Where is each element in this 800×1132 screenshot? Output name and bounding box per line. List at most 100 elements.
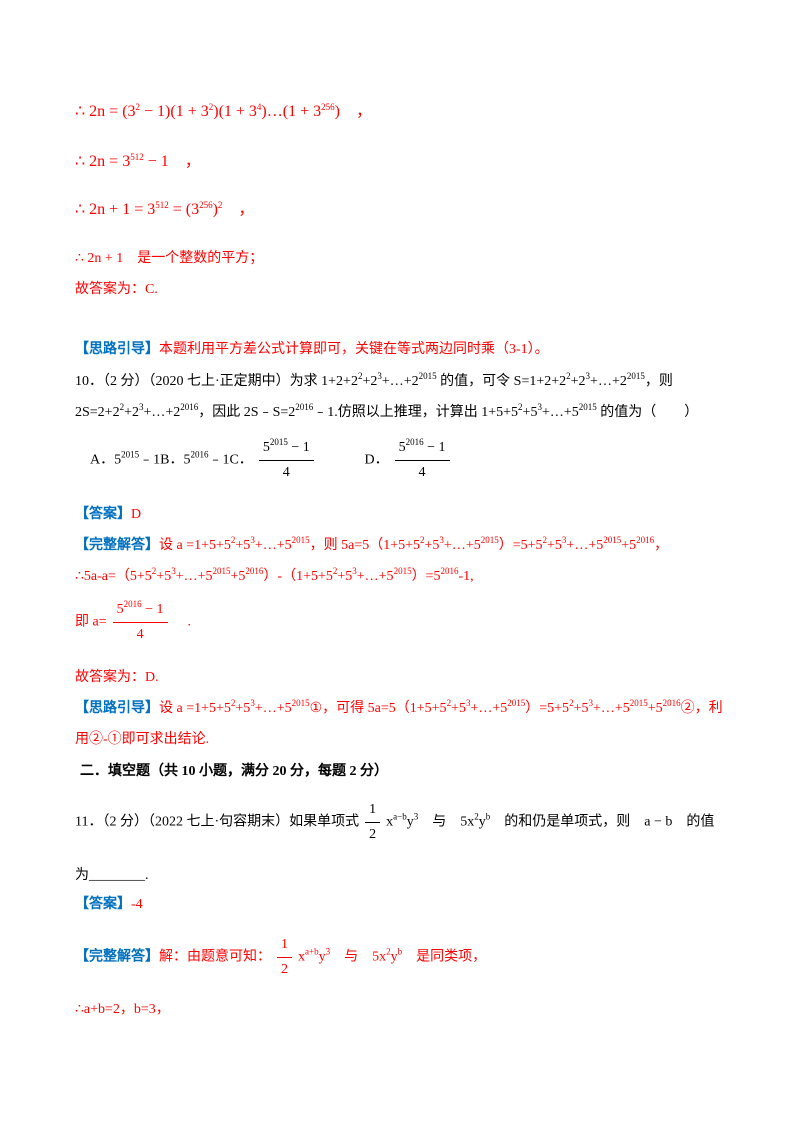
text: 设 a =1+5+5	[159, 701, 231, 716]
superscript: 2015	[603, 535, 622, 545]
superscript: 2016	[405, 437, 424, 447]
fraction: 52015 − 1 4	[258, 437, 314, 483]
text: x	[298, 949, 305, 965]
text: +…+5	[470, 701, 508, 716]
label: 【思路引导】	[75, 701, 159, 716]
proof-line: ∴ 2n + 1 = 3512 = (3256)2 ，	[75, 200, 740, 220]
text: +…+2	[381, 374, 419, 389]
superscript: 512	[130, 152, 144, 162]
text: 1	[369, 802, 377, 817]
superscript: 2	[420, 535, 425, 545]
denominator: 2	[369, 827, 377, 842]
text: ﹣1	[139, 452, 161, 468]
text: ，则 5a=5（1+5+5	[309, 538, 421, 553]
numerator: 52016 − 1	[394, 437, 450, 461]
text: +5	[424, 538, 440, 553]
text: +…+5	[592, 701, 630, 716]
text: 设 a =1+5+5	[159, 538, 231, 553]
denominator: 4	[282, 465, 290, 480]
superscript: b	[397, 946, 403, 957]
superscript: 2016	[440, 566, 459, 576]
numerator: 52015 − 1	[258, 437, 314, 461]
superscript: 2015	[626, 371, 645, 381]
option: C． 52015 − 1 4	[229, 438, 364, 483]
text: )…(1 + 3	[261, 103, 322, 120]
superscript: 2	[569, 698, 574, 708]
superscript: 2015	[629, 698, 648, 708]
superscript: 3	[537, 402, 542, 412]
text: 故答案为：C.	[75, 282, 158, 297]
text: )	[334, 103, 340, 120]
text: +2	[570, 374, 586, 389]
text: 本题利用平方差公式计算即可，关键在等式两边同时乘（3-1）。	[159, 342, 549, 357]
superscript: 2015	[291, 698, 310, 708]
text: +5	[647, 701, 663, 716]
text: ，	[168, 153, 201, 170]
answer-line: 【答案】D	[75, 505, 740, 525]
text: ﹣1	[208, 452, 230, 468]
text: 1	[281, 937, 288, 952]
superscript: 2015	[480, 535, 499, 545]
superscript: a−b	[393, 811, 407, 822]
hint-line: 用②-①即可求出结论.	[75, 730, 740, 750]
text: − 1	[423, 440, 446, 455]
superscript: 2016	[190, 449, 209, 460]
fraction: 52016 − 1 4	[112, 600, 168, 645]
text: ）=5+5	[525, 701, 570, 716]
label: 【答案】	[75, 507, 131, 522]
solution-line: 【完整解答】解：由题意可知： 1 2 xa+by3 与 5x2yb 是同类项，	[75, 935, 740, 980]
superscript: 3	[439, 535, 444, 545]
label: 【思路引导】	[75, 342, 159, 357]
options-line: A．52015﹣1B．52016﹣1C． 52015 − 1 4 D． 52016 − …	[90, 438, 740, 483]
text: 与 5x	[330, 949, 387, 965]
superscript: 2015	[121, 449, 140, 460]
solution-line: ∴a+b=2，b=3，	[75, 1000, 740, 1020]
text: +…+5	[566, 538, 604, 553]
text: y	[318, 949, 326, 965]
text: +5	[547, 538, 562, 553]
text: x	[386, 814, 394, 830]
superscript: a+b	[305, 946, 319, 957]
superscript: 3	[171, 566, 176, 576]
text: 的和仍是单项式，则 a − b 的值	[490, 814, 715, 830]
text: ，	[222, 201, 255, 218]
text: +5	[230, 569, 246, 584]
denominator: 4	[136, 627, 144, 642]
text: +5	[235, 701, 251, 716]
text: 11．（2 分）（2022 七上·句容期末）如果单项式	[75, 814, 360, 830]
text: 故答案为：D.	[75, 670, 159, 685]
superscript: 2015	[269, 437, 288, 447]
superscript: 4	[256, 102, 262, 112]
solution-line: ∴5a-a=（5+52+53+…+52015+52016）-（1+5+52+53…	[75, 567, 740, 587]
superscript: 3	[585, 371, 591, 381]
numerator: 1	[365, 800, 381, 823]
question-line: 2S=2+22+23+…+22016，因此 2S﹣S=22016﹣1.仿照以上推…	[75, 403, 740, 423]
proof-line: ∴ 2n = (32 − 1)(1 + 32)(1 + 34)…(1 + 325…	[75, 102, 740, 122]
text: +5	[573, 701, 589, 716]
text: 与 5x	[418, 814, 475, 830]
numerator: 52016 − 1	[112, 600, 168, 623]
numerator: 1	[277, 935, 292, 958]
answer-line: 故答案为：D.	[75, 668, 740, 688]
superscript: 2	[518, 402, 523, 412]
proof-line: ∴ 2n = 3512 − 1 ，	[75, 152, 740, 172]
superscript: 3	[250, 535, 255, 545]
text: +5	[621, 538, 637, 553]
superscript: 3	[588, 698, 593, 708]
superscript: 2015	[393, 566, 412, 576]
text: A．5	[90, 452, 122, 468]
superscript: 2016	[295, 402, 314, 412]
text: ，因此 2S﹣S=2	[198, 405, 296, 420]
text: +5	[522, 405, 538, 420]
superscript: 3	[138, 402, 144, 412]
text: +…+5	[356, 569, 394, 584]
superscript: 2	[446, 698, 452, 708]
text: +…+5	[254, 701, 292, 716]
text: 是一个整数的平方；	[123, 251, 264, 266]
text: )(1 + 3	[213, 103, 257, 120]
text: +2	[124, 405, 139, 420]
section-heading: 二．填空题（共 10 小题，满分 20 分，每题 2 分）	[80, 762, 740, 782]
superscript: 3	[250, 698, 255, 708]
